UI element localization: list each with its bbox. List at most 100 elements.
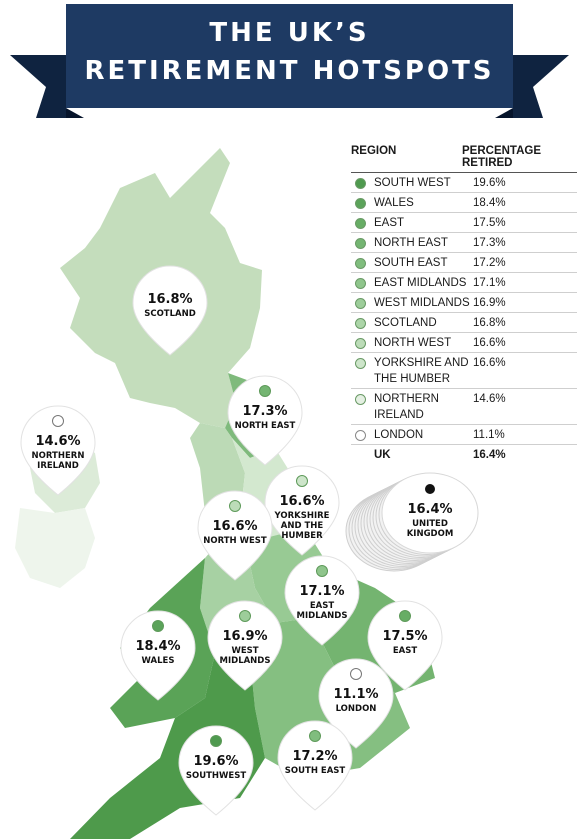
legend-row: YORKSHIRE AND THE HUMBER 16.6% bbox=[351, 353, 577, 389]
legend-row: SOUTH WEST 19.6% bbox=[351, 173, 577, 193]
map-pin: 17.2% SOUTH EAST bbox=[277, 720, 353, 811]
pin-shape bbox=[178, 725, 254, 816]
pin-percentage: 11.1% bbox=[333, 687, 378, 702]
legend-value: 16.6% bbox=[473, 357, 506, 369]
pin-region-label: SOUTH EAST bbox=[285, 766, 346, 776]
title-line-2: RETIREMENT HOTSPOTS bbox=[84, 56, 495, 86]
legend-swatch bbox=[355, 318, 366, 329]
legend-swatch bbox=[355, 198, 366, 209]
pin-region-label: WEST bbox=[231, 646, 258, 656]
pin-shape bbox=[120, 610, 196, 701]
legend-region: SOUTH WEST bbox=[374, 177, 451, 189]
pin-dot bbox=[210, 735, 222, 747]
pin-region-label: SOUTHWEST bbox=[186, 771, 246, 781]
pin-dot bbox=[229, 500, 241, 512]
legend-region: NORTH WEST bbox=[374, 337, 452, 349]
legend-row: EAST 17.5% bbox=[351, 213, 577, 233]
pin-percentage: 17.3% bbox=[242, 404, 287, 419]
pin-region-label: MIDLANDS bbox=[220, 656, 271, 666]
map-pin: 18.4% WALES bbox=[120, 610, 196, 701]
legend-row: WALES 18.4% bbox=[351, 193, 577, 213]
map-pin: 11.1% LONDON bbox=[318, 658, 394, 749]
pin-shape bbox=[367, 600, 443, 691]
pin-dot bbox=[152, 620, 164, 632]
legend-row: SCOTLAND 16.8% bbox=[351, 313, 577, 333]
pin-region-label: IRELAND bbox=[37, 461, 79, 471]
legend-table: REGION PERCENTAGE RETIRED SOUTH WEST 19.6… bbox=[351, 145, 577, 464]
legend-rows: SOUTH WEST 19.6% WALES 18.4% EAST 17.5% NORTH … bbox=[351, 173, 577, 445]
legend-total-region: UK bbox=[374, 449, 391, 461]
pin-region-label: MIDLANDS bbox=[297, 611, 348, 621]
pin-region-label: NORTH WEST bbox=[203, 536, 267, 546]
pin-shape bbox=[227, 375, 303, 466]
legend-row: SOUTH EAST 17.2% bbox=[351, 253, 577, 273]
legend-swatch bbox=[355, 358, 366, 369]
region-ireland bbox=[15, 508, 95, 588]
legend-value: 16.8% bbox=[473, 317, 506, 329]
pin-shape bbox=[132, 265, 208, 356]
pin-shape bbox=[284, 555, 360, 646]
legend-header-pct-line1: PERCENTAGE bbox=[462, 145, 542, 157]
pin-shape bbox=[197, 490, 273, 581]
legend-swatch bbox=[355, 258, 366, 269]
pin-percentage: 19.6% bbox=[193, 754, 238, 769]
pin-percentage: 17.2% bbox=[292, 749, 337, 764]
badge-dot bbox=[425, 484, 435, 494]
legend-row: NORTHERN IRELAND 14.6% bbox=[351, 389, 577, 425]
legend-row: NORTH EAST 17.3% bbox=[351, 233, 577, 253]
pin-percentage: 17.5% bbox=[382, 629, 427, 644]
banner-ribbon bbox=[10, 4, 569, 118]
legend-header: REGION PERCENTAGE RETIRED bbox=[351, 145, 577, 173]
pin-region-label: HUMBER bbox=[281, 531, 323, 541]
legend-swatch bbox=[355, 338, 366, 349]
legend-value: 17.5% bbox=[473, 217, 506, 229]
pin-shape bbox=[20, 405, 96, 496]
legend-header-percentage: PERCENTAGE RETIRED bbox=[462, 145, 541, 169]
legend-total-value: 16.4% bbox=[473, 449, 506, 461]
pin-percentage: 16.6% bbox=[212, 519, 257, 534]
legend-header-pct-line2: RETIRED bbox=[462, 157, 513, 169]
pin-percentage: 17.1% bbox=[299, 584, 344, 599]
legend-value: 16.6% bbox=[473, 337, 506, 349]
pin-percentage: 16.8% bbox=[147, 292, 192, 307]
map-pin: 17.5% EAST bbox=[367, 600, 443, 691]
title-line-1: THE UK’S bbox=[209, 18, 370, 48]
legend-region: SOUTH EAST bbox=[374, 257, 448, 269]
uk-map: 16.8% SCOTLAND 17.3% NORTH EAST 14.6% NORTHER… bbox=[15, 148, 479, 839]
legend-region: EAST MIDLANDS bbox=[374, 277, 467, 289]
legend-value: 11.1% bbox=[473, 429, 505, 441]
pin-dot bbox=[296, 475, 308, 487]
legend-region: WALES bbox=[374, 197, 414, 209]
pin-region-label: LONDON bbox=[336, 704, 377, 714]
legend-value: 17.1% bbox=[473, 277, 506, 289]
legend-value: 17.2% bbox=[473, 257, 506, 269]
pin-dot bbox=[316, 565, 328, 577]
map-pins: 16.8% SCOTLAND 17.3% NORTH EAST 14.6% NORTHER… bbox=[20, 265, 443, 816]
legend-value: 18.4% bbox=[473, 197, 506, 209]
badge-label: UNITED bbox=[412, 519, 448, 529]
legend-swatch bbox=[355, 178, 366, 189]
badge-label: KINGDOM bbox=[407, 529, 454, 539]
legend-value: 17.3% bbox=[473, 237, 506, 249]
badge-percentage: 16.4% bbox=[407, 502, 452, 517]
legend-region: WEST MIDLANDS bbox=[374, 297, 470, 309]
legend-region: SCOTLAND bbox=[374, 317, 437, 329]
pin-region-label: YORKSHIRE bbox=[274, 511, 330, 521]
pin-region-label: WALES bbox=[142, 656, 175, 666]
legend-swatch bbox=[355, 430, 366, 441]
legend-region: NORTHERN IRELAND bbox=[374, 393, 439, 421]
pin-region-label: AND THE bbox=[281, 521, 324, 531]
map-pin: 16.8% SCOTLAND bbox=[132, 265, 208, 356]
map-pin: 16.6% NORTH WEST bbox=[197, 490, 273, 581]
legend-row: NORTH WEST 16.6% bbox=[351, 333, 577, 353]
legend-region: LONDON bbox=[374, 429, 424, 441]
legend-value: 14.6% bbox=[473, 393, 506, 405]
pin-shape bbox=[207, 600, 283, 691]
pin-percentage: 16.9% bbox=[222, 629, 267, 644]
badge-face bbox=[381, 472, 479, 554]
pin-region-label: NORTHERN bbox=[32, 451, 85, 461]
